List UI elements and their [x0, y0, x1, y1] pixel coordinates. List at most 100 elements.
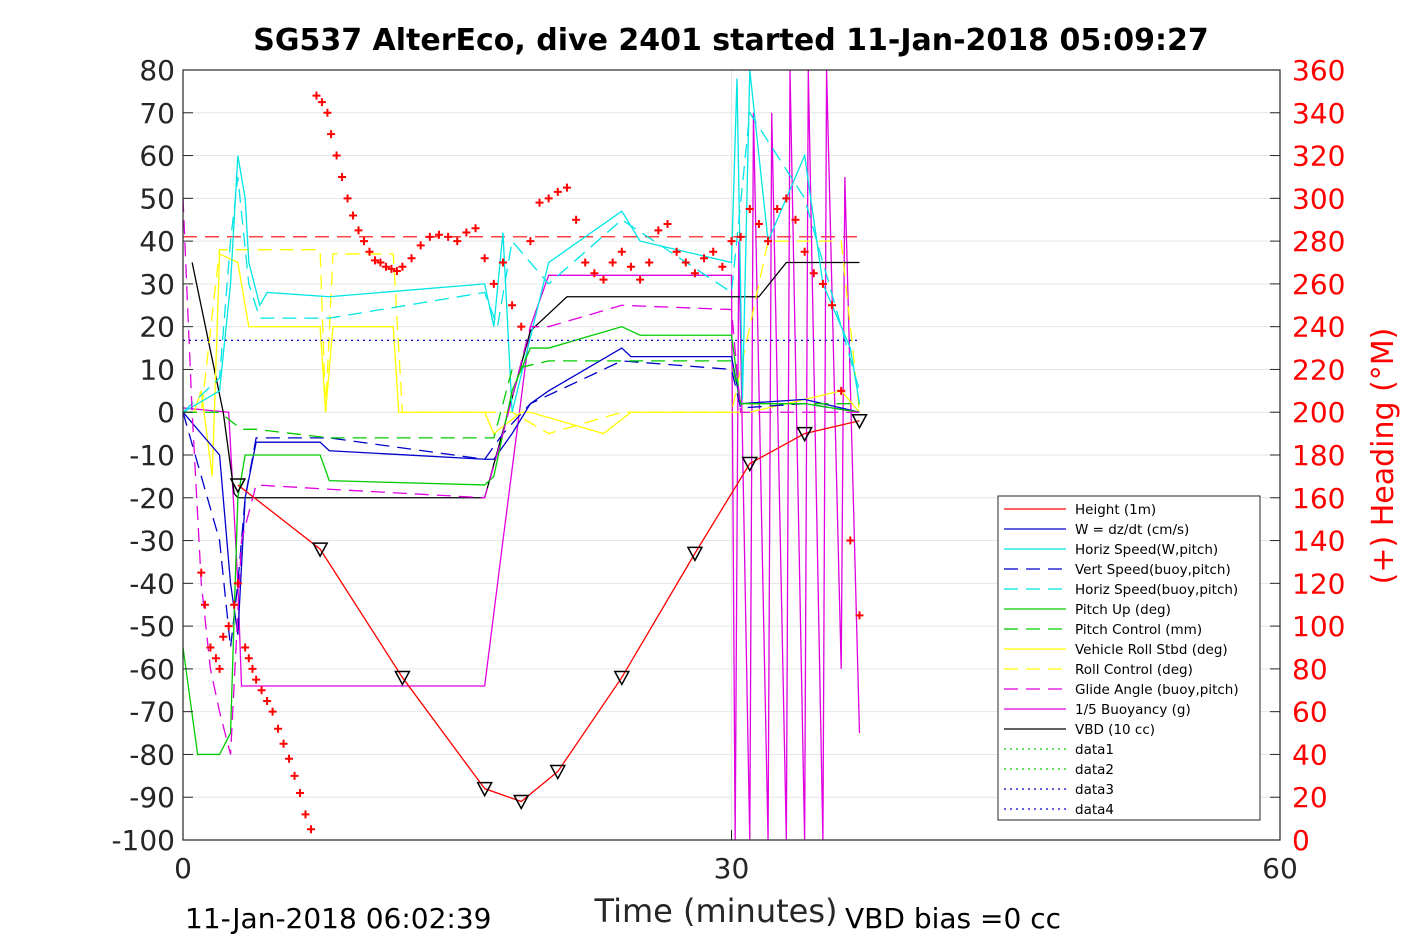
y-tick-label: -20 — [129, 482, 175, 515]
height-marker — [741, 456, 759, 473]
heading-point — [376, 258, 385, 267]
legend-label: Vert Speed(buoy,pitch) — [1075, 562, 1231, 578]
heading-point — [709, 247, 718, 256]
heading-point — [381, 262, 390, 271]
height-marker — [851, 414, 868, 430]
y2-tick-label: 100 — [1292, 610, 1345, 643]
x-tick-label: 0 — [174, 852, 192, 885]
heading-point — [444, 232, 453, 241]
series-line-vehicle-roll-stbd-deg — [183, 252, 860, 477]
heading-point — [230, 600, 239, 609]
legend-label: Pitch Up (deg) — [1075, 602, 1171, 618]
y-tick-label: 10 — [139, 353, 175, 386]
heading-point — [754, 220, 763, 228]
y2-tick-label: 160 — [1292, 482, 1345, 515]
legend-label: data2 — [1075, 762, 1114, 778]
heading-point — [471, 224, 480, 233]
heading-point — [434, 230, 443, 239]
heading-point — [338, 172, 347, 181]
heading-point — [718, 262, 727, 271]
heading-point — [200, 600, 209, 609]
heading-point — [296, 788, 305, 797]
heading-point — [782, 194, 791, 203]
y-tick-label: 20 — [139, 311, 175, 344]
heading-point — [252, 675, 261, 684]
x-tick-label: 30 — [714, 852, 750, 885]
y-tick-label: -70 — [129, 696, 175, 729]
y2-tick-label: 220 — [1292, 353, 1345, 386]
y-tick-label: 40 — [139, 225, 175, 258]
heading-point — [349, 211, 358, 220]
heading-point — [645, 258, 654, 267]
heading-point — [248, 664, 257, 673]
heading-point — [736, 232, 745, 241]
heading-point — [312, 91, 321, 100]
y2-tick-label: 40 — [1292, 738, 1328, 771]
heading-point — [215, 664, 224, 673]
heading-point — [608, 258, 617, 267]
y2-tick-label: 80 — [1292, 653, 1328, 686]
heading-point — [370, 256, 379, 265]
heading-point — [562, 183, 571, 192]
legend-label: 1/5 Buoyancy (g) — [1075, 702, 1191, 718]
height-marker — [796, 426, 813, 443]
y2-tick-label: 140 — [1292, 525, 1345, 558]
legend-label: Vehicle Roll Stbd (deg) — [1075, 642, 1228, 658]
y-tick-label: -40 — [129, 567, 175, 600]
y-tick-label: -50 — [129, 610, 175, 643]
y-tick-label: -100 — [111, 824, 175, 857]
legend-label: Glide Angle (buoy,pitch) — [1075, 682, 1239, 698]
plot-area — [183, 70, 868, 840]
legend-label: Roll Control (deg) — [1075, 662, 1193, 678]
heading-point — [535, 198, 544, 207]
heading-point — [672, 247, 681, 256]
heading-point — [581, 258, 590, 267]
heading-point — [681, 258, 690, 267]
series-line-height-1m — [237, 420, 860, 803]
y-tick-label: -10 — [129, 439, 175, 472]
heading-point — [257, 686, 266, 695]
heading-point — [233, 579, 242, 588]
heading-point — [197, 568, 206, 577]
heading-point — [354, 226, 363, 235]
y2-tick-label: 360 — [1292, 54, 1345, 87]
y2-tick-label: 200 — [1292, 396, 1345, 429]
heading-point — [462, 228, 471, 237]
y2-tick-label: 300 — [1292, 182, 1345, 215]
legend-label: data1 — [1075, 742, 1114, 758]
footer-vbd-bias: VBD bias =0 cc — [845, 902, 1061, 935]
series-line-horiz-speed-buoy-pitch — [183, 110, 861, 413]
y2-tick-label: 240 — [1292, 311, 1345, 344]
series-line-pitch-control-mm — [183, 360, 860, 439]
heading-point — [855, 611, 864, 620]
heading-point — [690, 269, 699, 278]
legend-label: data3 — [1075, 782, 1114, 798]
heading-point — [211, 654, 220, 663]
series-line-pitch-up-deg — [183, 325, 860, 756]
heading-point — [654, 226, 663, 235]
height-marker — [686, 546, 704, 562]
heading-point — [343, 194, 352, 203]
y2-tick-label: 260 — [1292, 268, 1345, 301]
height-marker — [512, 794, 530, 811]
legend-label: Pitch Control (mm) — [1075, 622, 1202, 638]
heading-point — [244, 654, 253, 663]
heading-point — [544, 194, 553, 203]
heading-point — [290, 771, 299, 780]
y2-tick-label: 320 — [1292, 140, 1345, 173]
heading-point — [727, 237, 736, 246]
heading-point — [846, 536, 855, 545]
heading-point — [489, 279, 498, 288]
y-tick-label: 0 — [157, 396, 175, 429]
heading-point — [764, 237, 773, 246]
y2-tick-label: 60 — [1292, 696, 1328, 729]
heading-point — [425, 232, 434, 241]
legend-label: W = dz/dt (cm/s) — [1075, 522, 1189, 538]
series-line-1-5-buoyancy-g — [183, 70, 861, 840]
height-marker — [549, 764, 567, 781]
legend: Height (1m) W = dz/dt (cm/s) Horiz Speed(W… — [997, 495, 1261, 821]
plot-series — [183, 70, 868, 840]
legend-label: Height (1m) — [1075, 502, 1156, 518]
heading-point — [407, 254, 416, 263]
heading-point — [360, 237, 369, 246]
